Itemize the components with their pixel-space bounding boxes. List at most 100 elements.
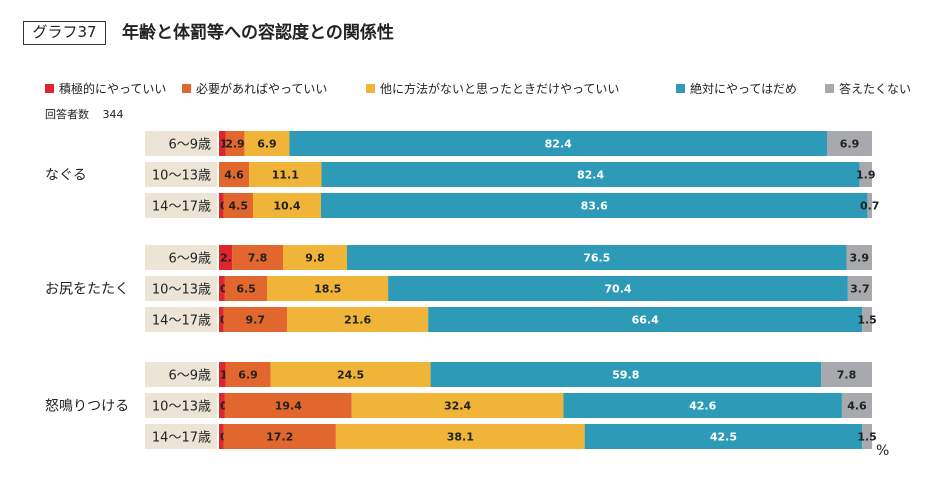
bar-segment — [584, 424, 863, 449]
bar-value-label: 32.4 — [444, 400, 471, 413]
respondent-count-label: 回答者数 — [45, 108, 89, 121]
bar-segment — [282, 245, 347, 270]
bar-value-label: 4.6 — [224, 169, 244, 182]
graph-number-label: グラフ37 — [23, 21, 106, 45]
age-label: 6～9歳 — [168, 369, 211, 384]
bar-value-label: 6.9 — [257, 138, 277, 151]
bar-value-label: 21.6 — [344, 314, 371, 327]
bar-segment — [388, 276, 848, 301]
bar-segment — [346, 245, 847, 270]
bar-value-label: 82.4 — [577, 169, 604, 182]
bar-segment — [862, 424, 872, 449]
bar-segment — [867, 193, 872, 218]
respondent-count-value: 344 — [102, 108, 124, 121]
legend-label: 絶対にやってはだめ — [690, 82, 797, 96]
bar-segment — [252, 193, 321, 218]
bar-segment — [267, 276, 389, 301]
age-label: 10～13歳 — [152, 283, 211, 298]
bar-segment — [335, 424, 585, 449]
bar-segment — [219, 307, 224, 332]
bar-segment — [223, 193, 253, 218]
bar-value-label: 6.9 — [238, 369, 258, 382]
bar-value-label: 3.7 — [850, 283, 870, 296]
bar-segment — [862, 307, 872, 332]
bar-segment — [219, 362, 226, 387]
group-label: 怒鳴りつける — [45, 399, 129, 415]
bar-segment — [841, 393, 872, 418]
legend-item-never-ok: 絶対にやってはだめ — [676, 80, 797, 97]
age-label-panel — [145, 307, 217, 332]
bar-segment — [859, 162, 872, 187]
bar-segment — [821, 362, 872, 387]
age-label: 14～17歳 — [152, 314, 211, 329]
age-label: 14～17歳 — [152, 431, 211, 446]
bar-segment — [219, 276, 225, 301]
bar-segment — [219, 193, 224, 218]
chart-title: 年齢と体罰等への容認度との関係性 — [122, 23, 394, 43]
bar-segment — [289, 131, 827, 156]
legend-item-if-necessary: 必要があればやっていい — [182, 80, 327, 97]
legend-item-no-other-way: 他に方法がないと思ったときだけやっていい — [366, 80, 619, 97]
bar-segment — [219, 424, 224, 449]
bar-value-label: 24.5 — [337, 369, 364, 382]
bar-value-label: 42.6 — [689, 400, 716, 413]
bar-value-label: 11.1 — [272, 169, 299, 182]
bar-value-label: 4.5 — [229, 200, 249, 213]
age-label-panel — [145, 424, 217, 449]
legend-swatch-red — [45, 84, 54, 93]
age-label-panel — [145, 362, 217, 387]
bar-value-label: 4.6 — [847, 400, 867, 413]
bar-segment — [223, 307, 287, 332]
bar-segment — [249, 162, 322, 187]
bar-segment — [270, 362, 431, 387]
bar-segment — [847, 276, 872, 301]
age-label: 10～13歳 — [152, 169, 211, 184]
age-label-panel — [145, 393, 217, 418]
bar-segment — [219, 393, 225, 418]
bar-value-label: 7.8 — [837, 369, 857, 382]
bar-value-label: 59.8 — [612, 369, 639, 382]
bar-segment — [430, 362, 822, 387]
bar-value-label: 42.5 — [710, 431, 737, 444]
legend-swatch-gray — [825, 84, 834, 93]
bar-value-label: 6.9 — [840, 138, 860, 151]
bar-segment — [826, 131, 872, 156]
percent-unit-label: % — [876, 443, 890, 459]
bar-value-label: 1.9 — [856, 169, 876, 182]
legend-item-no-answer: 答えたくない — [825, 80, 911, 97]
bar-value-label: 82.4 — [545, 138, 572, 151]
bar-value-label: 70.4 — [604, 283, 631, 296]
bar-segment — [219, 131, 226, 156]
bar-segment — [286, 307, 429, 332]
bar-value-label: 9.7 — [246, 314, 266, 327]
bar-value-label: 18.5 — [314, 283, 341, 296]
legend-swatch-orange — [182, 84, 191, 93]
bar-segment — [223, 424, 336, 449]
age-label: 6～9歳 — [168, 252, 211, 267]
legend-label: 積極的にやっていい — [59, 82, 167, 96]
bar-value-label: 76.5 — [583, 252, 610, 265]
bar-segment — [225, 131, 245, 156]
bar-value-label: 9.8 — [305, 252, 325, 265]
group-label: なぐる — [45, 168, 87, 184]
bar-segment — [219, 245, 233, 270]
bar-segment — [224, 393, 352, 418]
bar-segment — [225, 362, 271, 387]
legend-label: 答えたくない — [839, 82, 912, 96]
age-label: 6～9歳 — [168, 138, 211, 153]
bar-value-label: 3.9 — [850, 252, 870, 265]
bar-value-label: 66.4 — [632, 314, 659, 327]
age-label-panel — [145, 193, 217, 218]
legend-label: 他に方法がないと思ったときだけやっていい — [380, 82, 620, 96]
bar-segment — [428, 307, 863, 332]
bar-value-label: 19.4 — [275, 400, 302, 413]
bar-segment — [563, 393, 842, 418]
legend-item-actively-ok: 積極的にやっていい — [45, 80, 166, 97]
bar-value-label: 2.9 — [225, 138, 245, 151]
bar-value-label: 1.5 — [857, 314, 877, 327]
bar-value-label: 83.6 — [581, 200, 608, 213]
legend-label: 必要があればやっていい — [196, 82, 328, 96]
bar-segment — [224, 276, 268, 301]
bar-value-label: 10.4 — [273, 200, 300, 213]
